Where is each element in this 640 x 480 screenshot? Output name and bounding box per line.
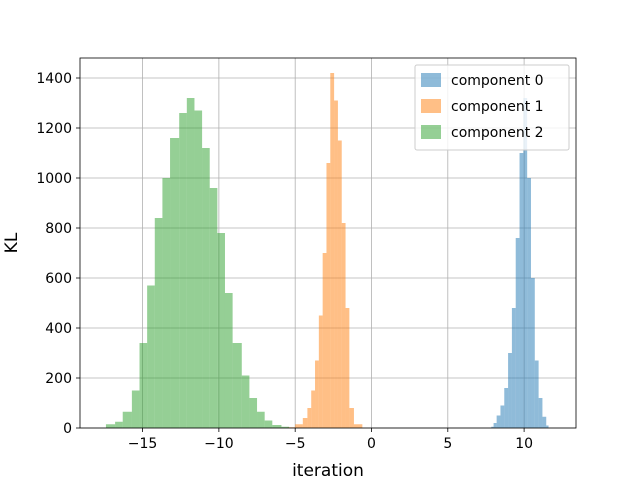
x-tick-label: −15: [128, 436, 158, 452]
y-tick-label: 1200: [36, 121, 72, 137]
axis-ticks: −15 −10 −5 0 5 10 0 200 400 600 800 1000 1200 1400: [36, 71, 533, 452]
y-tick-label: 600: [45, 271, 72, 287]
series-2-bars: [105, 98, 290, 428]
histogram-bar: [341, 223, 346, 428]
histogram-bar: [534, 360, 539, 428]
x-axis-label: iteration: [292, 461, 364, 480]
histogram-bars: [105, 73, 549, 428]
histogram-bar: [162, 178, 171, 428]
legend-swatch: [421, 99, 441, 113]
histogram-bar: [318, 315, 323, 428]
histogram-bar: [147, 285, 155, 428]
histogram-bar: [307, 408, 312, 428]
histogram-bar: [224, 293, 233, 428]
histogram-bar: [530, 278, 535, 428]
histogram-bar: [345, 308, 350, 428]
x-tick-label: 10: [515, 436, 533, 452]
histogram-bar: [519, 153, 524, 428]
histogram-bar: [523, 98, 528, 428]
histogram-bar: [249, 398, 258, 428]
histogram-bar: [311, 390, 316, 428]
histogram-bar: [122, 411, 132, 428]
legend-label: component 0: [451, 73, 544, 89]
histogram-bar: [264, 420, 273, 428]
histogram-bar: [209, 188, 218, 428]
x-tick-label: 0: [367, 436, 376, 452]
histogram-bar: [202, 148, 210, 428]
histogram-bar: [257, 411, 265, 428]
x-tick-label: 5: [443, 436, 452, 452]
series-0-bars: [491, 98, 549, 428]
histogram-bar: [170, 138, 180, 428]
histogram-bar: [334, 100, 338, 428]
histogram-bar: [527, 178, 531, 428]
histogram-bar: [493, 423, 497, 428]
histogram-bar: [302, 418, 308, 428]
legend-swatch: [421, 73, 441, 87]
y-tick-label: 1000: [36, 171, 72, 187]
histogram-bar: [337, 140, 342, 428]
y-tick-label: 0: [63, 421, 72, 437]
y-tick-label: 400: [45, 321, 72, 337]
histogram-bar: [511, 308, 516, 428]
histogram-bar: [115, 421, 123, 428]
histogram-bar: [179, 113, 187, 428]
legend-label: component 1: [451, 99, 544, 115]
histogram-bar: [546, 425, 549, 428]
legend-swatch: [421, 125, 441, 139]
y-tick-label: 200: [45, 371, 72, 387]
histogram-bar: [139, 343, 148, 428]
histogram-bar: [295, 424, 303, 428]
x-tick-label: −10: [204, 436, 234, 452]
legend-box: [414, 64, 570, 151]
y-tick-label: 800: [45, 221, 72, 237]
histogram-bar: [538, 398, 543, 428]
histogram-bar: [315, 360, 319, 428]
histogram-bar: [330, 73, 335, 428]
legend: component 0 component 1 component 2: [414, 64, 570, 151]
histogram-bar: [500, 405, 505, 428]
histogram-bar: [496, 415, 501, 428]
x-tick-label: −5: [285, 436, 306, 452]
histogram-bar: [508, 353, 512, 428]
legend-label: component 2: [451, 125, 544, 141]
histogram-bar: [515, 238, 520, 428]
histogram-bar: [322, 253, 327, 428]
histogram-bar: [326, 163, 331, 428]
histogram-bar: [349, 408, 354, 428]
histogram-bar: [281, 426, 290, 428]
y-tick-label: 1400: [36, 71, 72, 87]
histogram-bar: [272, 425, 282, 428]
y-axis-label: KL: [2, 232, 22, 253]
histogram-bar: [232, 343, 242, 428]
histogram-bar: [241, 375, 250, 428]
histogram-bar: [105, 424, 116, 428]
histogram-bar: [491, 426, 494, 428]
histogram-bar: [194, 110, 203, 428]
histogram-bar: [217, 233, 225, 428]
histogram-bar: [131, 390, 140, 428]
histogram-bar: [542, 416, 547, 428]
plot-frame: [79, 57, 577, 429]
histogram-bar: [154, 218, 163, 428]
histogram-bar: [504, 388, 509, 428]
series-1-bars: [287, 73, 363, 428]
histogram-bar: [353, 424, 363, 428]
histogram-bar: [186, 98, 195, 428]
